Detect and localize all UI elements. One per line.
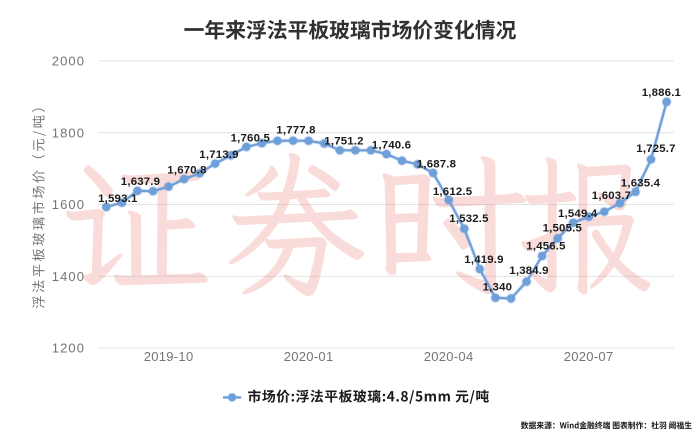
svg-text:1,505.5: 1,505.5 <box>543 222 583 234</box>
svg-text:1200: 1200 <box>52 341 85 356</box>
svg-text:2000: 2000 <box>52 54 85 69</box>
svg-text:1,593.1: 1,593.1 <box>98 193 138 205</box>
svg-text:1,777.8: 1,777.8 <box>276 125 315 137</box>
svg-text:1,384.9: 1,384.9 <box>509 265 548 277</box>
svg-text:2019-10: 2019-10 <box>144 349 194 364</box>
svg-text:1,532.5: 1,532.5 <box>449 213 489 225</box>
svg-text:1,456.5: 1,456.5 <box>526 241 566 253</box>
svg-text:2020-01: 2020-01 <box>284 349 334 364</box>
svg-text:1,886.1: 1,886.1 <box>642 87 682 99</box>
svg-text:1,637.9: 1,637.9 <box>121 176 160 188</box>
svg-text:1,740.6: 1,740.6 <box>372 140 411 152</box>
svg-text:1,419.9: 1,419.9 <box>464 254 503 266</box>
svg-text:1,635.4: 1,635.4 <box>621 178 661 190</box>
svg-text:1,725.7: 1,725.7 <box>636 143 675 155</box>
svg-text:1,713.9: 1,713.9 <box>199 149 238 161</box>
svg-text:1,549.4: 1,549.4 <box>558 208 598 220</box>
svg-text:2020-07: 2020-07 <box>564 349 614 364</box>
svg-text:1,751.2: 1,751.2 <box>324 135 363 147</box>
svg-text:1,340: 1,340 <box>483 282 513 294</box>
svg-text:1,670.8: 1,670.8 <box>167 164 206 176</box>
svg-text:1,687.8: 1,687.8 <box>417 158 456 170</box>
svg-text:1,612.5: 1,612.5 <box>433 186 473 198</box>
svg-text:1400: 1400 <box>52 269 85 284</box>
svg-text:1,603.7: 1,603.7 <box>592 190 631 202</box>
svg-text:2020-04: 2020-04 <box>424 349 474 364</box>
svg-text:1600: 1600 <box>52 197 85 212</box>
svg-text:1800: 1800 <box>52 125 85 140</box>
svg-text:1,760.5: 1,760.5 <box>231 132 271 144</box>
